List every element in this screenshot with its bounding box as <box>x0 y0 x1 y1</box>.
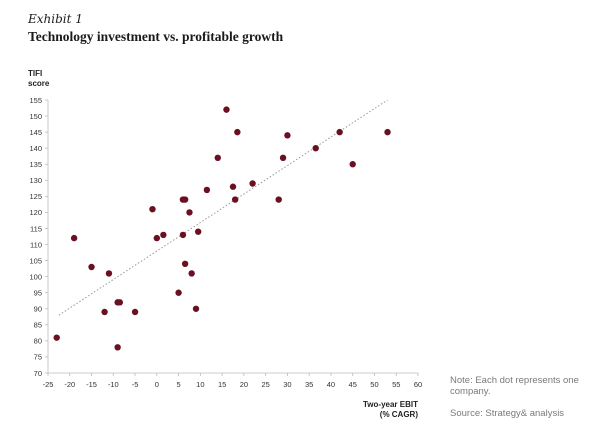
x-tick-label: 25 <box>261 380 269 389</box>
y-tick-label: 135 <box>29 160 42 169</box>
y-tick-label: 75 <box>34 353 42 362</box>
data-points-group <box>53 106 391 351</box>
y-tick-label: 95 <box>34 289 42 298</box>
data-point <box>53 334 60 341</box>
y-tick-label: 90 <box>34 305 42 314</box>
data-point <box>188 270 195 277</box>
y-tick-label: 150 <box>29 112 42 121</box>
x-axis-label-line2: (% CAGR) <box>380 410 419 419</box>
y-tick-label: 130 <box>29 176 42 185</box>
x-tick-label: 15 <box>218 380 226 389</box>
data-point <box>192 305 200 312</box>
data-point <box>312 144 319 152</box>
data-point <box>116 299 124 306</box>
data-point <box>160 231 167 239</box>
axes-group: 7075808590951001051101151201251301351401… <box>29 96 422 389</box>
data-point <box>203 186 211 194</box>
data-point <box>175 289 182 296</box>
data-point <box>229 183 237 190</box>
x-axis-label-line1: Two-year EBIT <box>363 400 418 409</box>
x-tick-label: 10 <box>196 380 204 389</box>
data-point <box>114 344 121 351</box>
x-tick-label: -10 <box>108 380 119 389</box>
y-tick-label: 105 <box>29 256 42 265</box>
y-tick-label: 70 <box>34 369 42 378</box>
x-tick-label: 20 <box>240 380 248 389</box>
data-point <box>181 196 189 203</box>
chart-title: Technology investment vs. profitable gro… <box>28 29 284 44</box>
data-point <box>179 231 187 239</box>
data-point <box>186 209 193 216</box>
data-point <box>194 228 202 235</box>
x-tick-label: 35 <box>305 380 313 389</box>
data-point <box>153 234 161 242</box>
x-tick-label: 55 <box>392 380 400 389</box>
y-tick-label: 155 <box>29 96 42 105</box>
x-tick-label: 60 <box>414 380 422 389</box>
x-tick-label: 5 <box>177 380 181 389</box>
y-tick-label: 125 <box>29 192 42 201</box>
exhibit-label: Exhibit 1 <box>28 12 83 26</box>
x-tick-label: -5 <box>132 380 139 389</box>
data-point <box>149 206 156 213</box>
y-tick-label: 115 <box>30 224 42 233</box>
data-point <box>349 161 356 168</box>
data-point <box>101 308 108 316</box>
data-point <box>275 196 282 203</box>
y-tick-label: 80 <box>34 337 42 346</box>
data-point <box>131 308 139 316</box>
data-point <box>284 132 291 139</box>
data-point <box>105 270 113 277</box>
y-tick-label: 110 <box>30 240 42 249</box>
data-point <box>336 128 343 136</box>
x-tick-label: 0 <box>155 380 159 389</box>
data-point <box>279 154 287 162</box>
data-point <box>249 180 256 187</box>
y-axis-label-line1: TIFI <box>28 69 42 78</box>
data-point <box>231 196 239 203</box>
x-tick-label: -25 <box>43 380 54 389</box>
x-tick-label: -20 <box>64 380 75 389</box>
x-tick-label: -15 <box>86 380 97 389</box>
y-axis-label-line2: score <box>28 79 50 88</box>
y-tick-label: 100 <box>29 272 42 281</box>
x-tick-label: 40 <box>327 380 335 389</box>
data-point <box>223 106 230 113</box>
chart-source: Source: Strategy& analysis <box>450 408 565 419</box>
y-tick-label: 120 <box>29 208 42 217</box>
y-tick-label: 140 <box>29 144 42 153</box>
data-point <box>384 128 391 136</box>
data-point <box>70 234 78 242</box>
y-tick-label: 85 <box>34 321 42 330</box>
trendline-group <box>58 99 388 316</box>
data-point <box>181 260 189 267</box>
data-point <box>214 154 221 162</box>
x-tick-label: 50 <box>370 380 378 389</box>
data-point <box>234 128 241 136</box>
data-point <box>88 263 95 271</box>
y-tick-label: 145 <box>29 128 42 137</box>
x-tick-label: 45 <box>349 380 357 389</box>
x-tick-label: 30 <box>283 380 291 389</box>
chart-note: Note: Each dot represents one company. <box>450 375 579 397</box>
trendline <box>58 99 388 316</box>
